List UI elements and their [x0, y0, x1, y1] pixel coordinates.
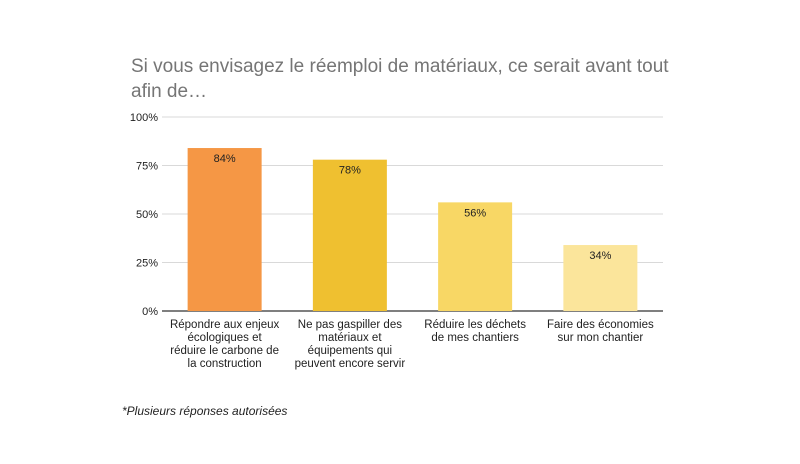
- x-tick-label: Réduire les déchets de mes chantiers: [424, 319, 526, 344]
- y-tick-label: 25%: [136, 258, 158, 270]
- x-tick-label: Faire des économies sur mon chantier: [547, 319, 654, 344]
- y-tick-label: 75%: [136, 161, 158, 173]
- bar-value-label: 56%: [464, 207, 486, 219]
- x-tick-label: Répondre aux enjeux écologiques et réduire…: [170, 319, 280, 370]
- y-tick-label: 100%: [130, 112, 158, 124]
- chart-title: Si vous envisagez le réemploi de matéria…: [131, 56, 669, 102]
- bar-value-label: 84%: [214, 153, 236, 165]
- x-tick-label: Ne pas gaspiller des matériaux et équipeme…: [295, 319, 406, 370]
- bar-value-label: 78%: [339, 165, 361, 177]
- y-tick-label: 50%: [136, 209, 158, 221]
- bar: [438, 202, 513, 311]
- bar: [187, 148, 262, 311]
- footnote: *Plusieurs réponses autorisées: [122, 404, 288, 418]
- bar-value-label: 34%: [589, 250, 611, 262]
- bar: [563, 245, 638, 311]
- bar: [312, 159, 387, 311]
- y-tick-label: 0%: [142, 306, 158, 318]
